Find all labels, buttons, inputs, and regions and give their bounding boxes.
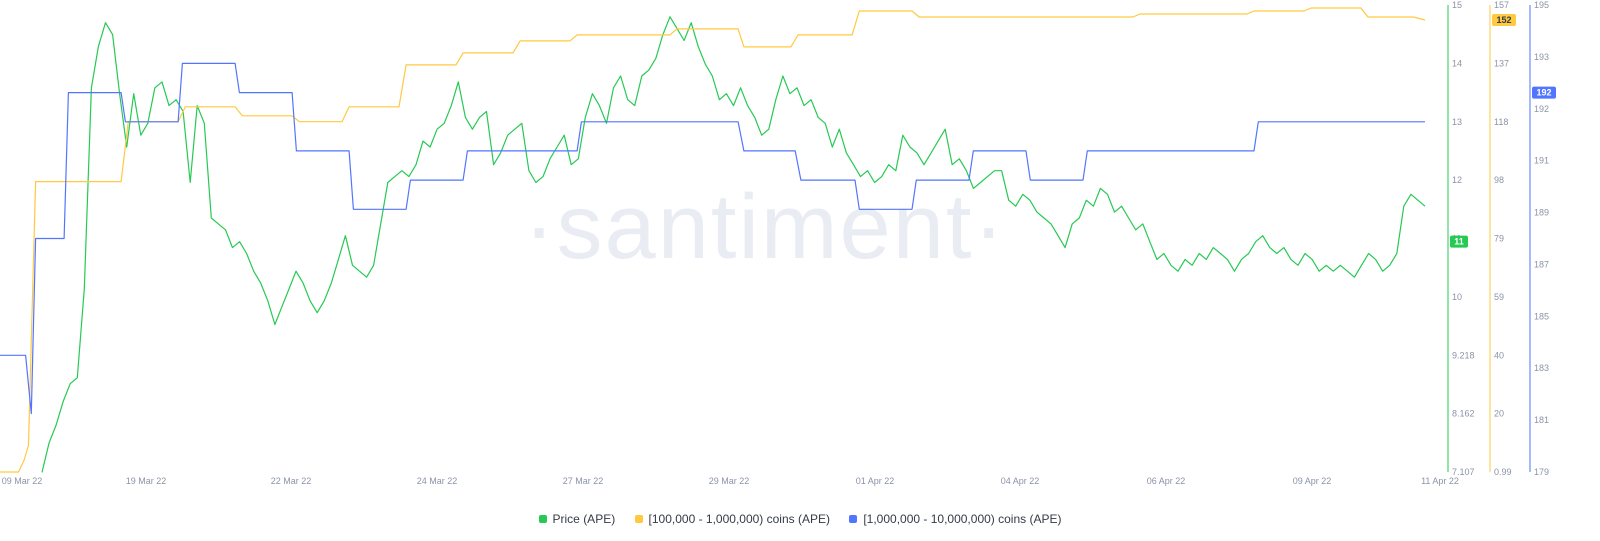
series-layer xyxy=(0,7,1426,473)
legend-swatch-price xyxy=(538,515,547,523)
series-line-price xyxy=(41,16,1426,473)
axis-badge-label-price: 11 xyxy=(1454,237,1464,247)
y-tick-label-whale: 181 xyxy=(1534,415,1549,425)
santiment-watermark: ·santiment· xyxy=(524,176,1006,278)
axis-badge-label-mid: 152 xyxy=(1496,15,1511,25)
y-tick-label-mid: 118 xyxy=(1494,117,1508,127)
y-tick-label-mid: 79 xyxy=(1494,234,1504,244)
y-tick-label-mid: 98 xyxy=(1494,175,1504,185)
legend-item-price[interactable]: Price (APE) xyxy=(538,512,616,526)
legend-label-mid-holders: [100,000 - 1,000,000) coins (APE) xyxy=(648,512,830,526)
axis-badge-bg-whale xyxy=(1532,86,1556,99)
legend-item-mid-holders[interactable]: [100,000 - 1,000,000) coins (APE) xyxy=(634,512,830,526)
y-tick-label-price: 7.107 xyxy=(1452,467,1475,477)
axis-badges: 11 152 192 xyxy=(1450,13,1556,248)
y-tick-label-price: 8.162 xyxy=(1452,409,1475,419)
y-tick-label-mid: 40 xyxy=(1494,350,1504,360)
legend-label-price: Price (APE) xyxy=(552,512,616,526)
y-tick-label-price: 12 xyxy=(1452,175,1462,185)
legend-item-whale-holders[interactable]: [1,000,000 - 10,000,000) coins (APE) xyxy=(849,512,1061,526)
y-tick-label-whale: 187 xyxy=(1534,259,1549,269)
axis-badge-mid: 152 xyxy=(1492,13,1516,26)
y-tick-label-price: 9.218 xyxy=(1452,350,1475,360)
x-axis: 09 Mar 22 19 Mar 22 22 Mar 22 24 Mar 22 27 M… xyxy=(2,476,1459,486)
axis-badge-label-whale: 192 xyxy=(1536,88,1551,98)
x-tick-label: 06 Apr 22 xyxy=(1147,476,1186,486)
legend-swatch-whale-holders xyxy=(849,515,858,523)
x-tick-label: 04 Apr 22 xyxy=(1001,476,1040,486)
y-tick-label-whale: 192 xyxy=(1534,104,1549,114)
y-axes: 15 14 13 12 11 10 9.218 8.162 7.107 157 137 118 98 79… xyxy=(1447,0,1549,477)
axis-badge-bg-price xyxy=(1450,235,1468,248)
legend: Price (APE) [100,000 - 1,000,000) coins … xyxy=(0,512,1600,526)
y-tick-label-mid: 20 xyxy=(1494,409,1504,419)
x-tick-label: 09 Mar 22 xyxy=(2,476,43,486)
x-tick-label: 01 Apr 22 xyxy=(856,476,895,486)
x-tick-label: 27 Mar 22 xyxy=(563,476,604,486)
x-tick-label: 09 Apr 22 xyxy=(1293,476,1332,486)
y-tick-label-whale: 189 xyxy=(1534,208,1549,218)
axis-badge-price: 11 xyxy=(1450,235,1468,248)
legend-swatch-mid-holders xyxy=(634,515,643,523)
y-tick-label-whale: 191 xyxy=(1534,156,1549,166)
x-tick-label: 19 Mar 22 xyxy=(126,476,167,486)
y-tick-label-whale: 193 xyxy=(1534,52,1549,62)
y-tick-label-price: 13 xyxy=(1452,117,1462,127)
series-line-whale xyxy=(0,62,1425,415)
legend-label-whale-holders: [1,000,000 - 10,000,000) coins (APE) xyxy=(863,512,1062,526)
y-tick-label-whale: 183 xyxy=(1534,363,1549,373)
y-tick-label-price: 15 xyxy=(1452,0,1462,10)
y-tick-label-whale: 179 xyxy=(1534,467,1549,477)
y-tick-label-mid: 137 xyxy=(1494,58,1509,68)
y-tick-label-whale: 195 xyxy=(1534,0,1549,10)
x-tick-label: 24 Mar 22 xyxy=(417,476,458,486)
x-tick-label: 11 Apr 22 xyxy=(1421,476,1459,486)
y-tick-label-price: 10 xyxy=(1452,292,1462,302)
y-tick-label-mid: 59 xyxy=(1494,292,1504,302)
y-tick-label-price: 14 xyxy=(1452,58,1462,68)
y-tick-label-whale: 185 xyxy=(1534,311,1549,321)
axis-badge-whale: 192 xyxy=(1532,86,1556,99)
axis-badge-bg-mid xyxy=(1492,13,1516,26)
x-tick-label: 29 Mar 22 xyxy=(709,476,750,486)
y-tick-label-mid: 0.99 xyxy=(1494,467,1512,477)
x-tick-label: 22 Mar 22 xyxy=(271,476,312,486)
y-tick-label-mid: 157 xyxy=(1494,0,1509,10)
